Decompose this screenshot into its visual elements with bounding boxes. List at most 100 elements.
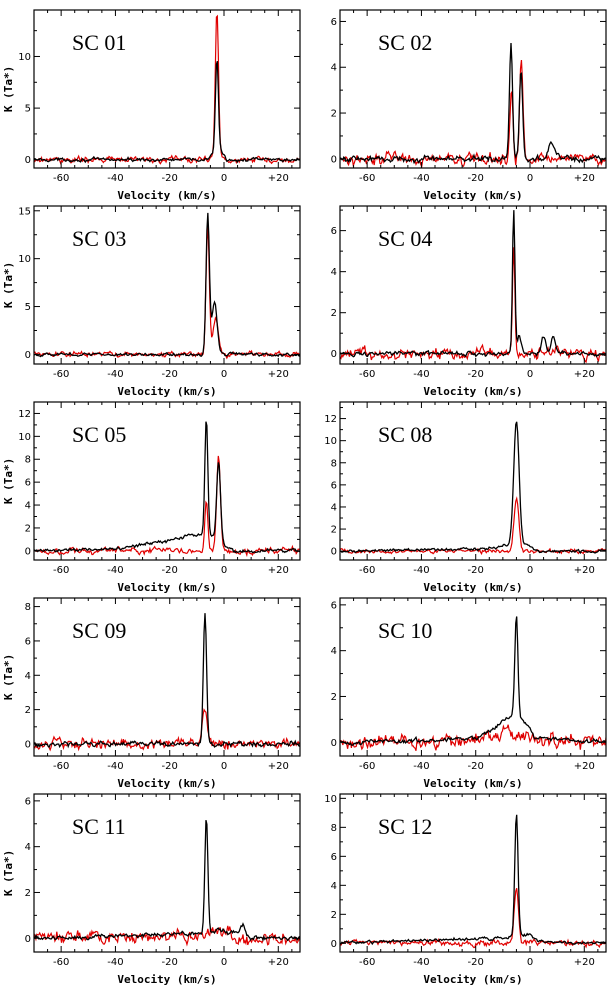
x-axis-label: Velocity (km/s) — [117, 189, 216, 202]
x-tick-label: -40 — [107, 761, 123, 772]
series-line-black — [34, 613, 300, 749]
x-tick-label: 0 — [527, 173, 533, 184]
y-tick-label: 8 — [331, 823, 337, 834]
x-tick-label: +20 — [574, 173, 595, 184]
x-axis-label: Velocity (km/s) — [117, 777, 216, 790]
x-tick-label: -40 — [413, 957, 429, 968]
y-tick-label: 6 — [331, 480, 337, 491]
y-tick-label: 4 — [331, 881, 337, 892]
y-tick-label: 0 — [25, 350, 31, 361]
plot-frame — [339, 205, 607, 365]
y-tick-label: 8 — [25, 455, 31, 466]
series-line-red — [340, 724, 606, 751]
y-axis-label: K (Ta*) — [2, 458, 15, 504]
y-tick-label: 2 — [331, 525, 337, 536]
x-tick-label: +20 — [268, 369, 289, 380]
x-tick-label: -20 — [468, 369, 484, 380]
y-tick-label: 6 — [25, 478, 31, 489]
x-tick-label: +20 — [268, 173, 289, 184]
series-line-black — [34, 820, 300, 942]
series-line-black — [34, 212, 300, 358]
y-tick-label: 8 — [25, 602, 31, 613]
series-line-red — [340, 496, 606, 556]
y-tick-label: 4 — [331, 267, 337, 278]
plot-frame — [33, 793, 301, 953]
x-axis-label: Velocity (km/s) — [423, 189, 522, 202]
series-line-red — [340, 247, 606, 364]
x-tick-label: +20 — [268, 761, 289, 772]
series-line-black — [340, 814, 606, 946]
y-tick-label: 8 — [331, 458, 337, 469]
x-tick-label: -20 — [162, 173, 178, 184]
panel-title: SC 03 — [72, 226, 126, 251]
x-axis-label: Velocity (km/s) — [423, 385, 522, 398]
spectrum-panel: -60 -40 -20 0 +20 0 2 4 6 8 10 12 SC 05 Velocity (km/… — [2, 401, 301, 594]
y-tick-label: 2 — [331, 910, 337, 921]
x-tick-label: -60 — [53, 369, 69, 380]
y-tick-label: 10 — [324, 794, 337, 805]
x-tick-label: 0 — [221, 369, 227, 380]
y-tick-label: 6 — [25, 796, 31, 807]
panel-title: SC 05 — [72, 422, 126, 447]
plot-frame — [339, 401, 607, 561]
y-tick-label: 5 — [25, 302, 31, 313]
x-tick-label: -20 — [162, 761, 178, 772]
x-tick-label: 0 — [527, 369, 533, 380]
y-tick-label: 10 — [18, 432, 31, 443]
series-line-black — [340, 43, 606, 165]
series-line-black — [340, 210, 606, 358]
x-tick-label: -20 — [162, 369, 178, 380]
x-tick-label: -40 — [413, 565, 429, 576]
y-tick-label: 10 — [324, 436, 337, 447]
y-axis-label: K (Ta*) — [2, 262, 15, 308]
panel-title: SC 10 — [378, 618, 432, 643]
panel-title: SC 09 — [72, 618, 126, 643]
y-tick-label: 2 — [25, 705, 31, 716]
plot-frame — [339, 597, 607, 757]
spectrum-panel: -60 -40 -20 0 +20 0 2 4 6 8 SC 09 Velocity (km/s) K … — [2, 597, 301, 790]
x-tick-label: -60 — [359, 369, 375, 380]
y-tick-label: 4 — [25, 842, 31, 853]
x-tick-label: 0 — [221, 761, 227, 772]
y-tick-label: 15 — [18, 206, 31, 217]
x-tick-label: 0 — [527, 761, 533, 772]
x-axis-label: Velocity (km/s) — [423, 581, 522, 594]
plot-frame — [33, 9, 301, 169]
plot-frame — [33, 205, 301, 365]
x-tick-label: +20 — [574, 957, 595, 968]
y-tick-label: 0 — [331, 738, 337, 749]
x-tick-label: -60 — [53, 957, 69, 968]
y-tick-label: 10 — [18, 52, 31, 63]
y-tick-label: 4 — [331, 646, 337, 657]
x-tick-label: -60 — [53, 761, 69, 772]
y-tick-label: 6 — [331, 17, 337, 28]
y-tick-label: 6 — [331, 852, 337, 863]
x-tick-label: +20 — [268, 565, 289, 576]
panel-title: SC 12 — [378, 814, 432, 839]
x-axis-label: Velocity (km/s) — [117, 581, 216, 594]
series-line-black — [340, 421, 606, 555]
y-tick-label: 0 — [25, 934, 31, 945]
y-tick-label: 6 — [25, 636, 31, 647]
x-tick-label: -20 — [468, 957, 484, 968]
y-tick-label: 6 — [331, 226, 337, 237]
x-tick-label: +20 — [574, 565, 595, 576]
y-tick-label: 12 — [18, 409, 31, 420]
panel-title: SC 04 — [378, 226, 432, 251]
y-tick-label: 4 — [331, 502, 337, 513]
y-tick-label: 2 — [331, 308, 337, 319]
panel-title: SC 01 — [72, 30, 126, 55]
plot-frame — [33, 401, 301, 561]
y-tick-label: 0 — [25, 155, 31, 166]
series-line-red — [34, 225, 300, 360]
panel-title: SC 02 — [378, 30, 432, 55]
y-tick-label: 0 — [331, 939, 337, 950]
x-tick-label: +20 — [574, 761, 595, 772]
x-tick-label: -20 — [162, 957, 178, 968]
x-tick-label: +20 — [574, 369, 595, 380]
series-line-black — [34, 60, 300, 164]
series-line-red — [340, 887, 606, 949]
x-tick-label: 0 — [527, 565, 533, 576]
x-axis-label: Velocity (km/s) — [117, 385, 216, 398]
